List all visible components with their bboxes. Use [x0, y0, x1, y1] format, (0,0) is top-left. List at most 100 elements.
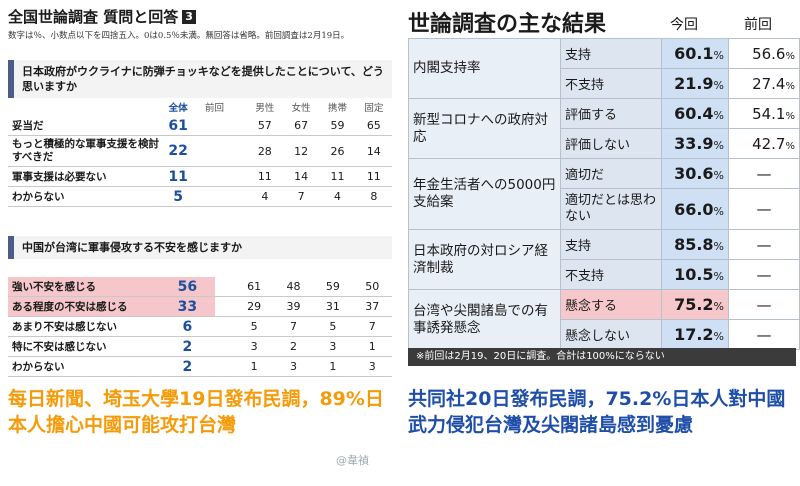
table-row: わからない 2 1 3 1 3	[8, 356, 392, 377]
pct-unit: %	[713, 240, 724, 253]
pct-unit: %	[713, 109, 724, 122]
row-male: 29	[234, 296, 274, 317]
row-male: 61	[234, 277, 274, 297]
right-panel: 世論調査の主な結果 今回 前回 内閣支持率 支持 60.1% 56.6% 不支持…	[402, 0, 800, 486]
row-mobile: 11	[319, 166, 356, 187]
table-row: 特に不安は感じない 2 3 2 3 1	[8, 336, 392, 357]
row-mobile: 4	[319, 186, 356, 207]
pct-unit: %	[785, 140, 795, 152]
row-prev	[214, 316, 221, 337]
row-mobile: 59	[319, 116, 356, 136]
row-male: 11	[246, 166, 283, 187]
option-label: 適切だとは思わない	[560, 188, 662, 230]
now-number: 60.1	[674, 44, 714, 63]
table-row: ある程度の不安は感じる 33 29 39 31 37	[8, 296, 392, 317]
now-number: 30.6	[674, 164, 714, 183]
now-number: 17.2	[674, 325, 714, 344]
now-number: 85.8	[674, 235, 714, 254]
option-label: 評価する	[560, 98, 662, 129]
row-female: 39	[273, 296, 314, 317]
table-row: 年金生活者への5000円支給案 適切だ 30.6% —	[408, 158, 800, 230]
col-fixed: 固定	[364, 103, 384, 114]
prev-number: 42.7	[752, 134, 786, 153]
pct-unit: %	[785, 110, 795, 122]
pct-unit: %	[713, 270, 724, 283]
table-row: 軍事支援は必要ない 11 11 14 11 11	[8, 166, 392, 187]
row-total: 33	[160, 296, 215, 317]
question-2-text: 中国が台湾に軍事侵攻する不安を感じますか	[8, 236, 392, 259]
row-female: 14	[282, 166, 320, 187]
row-male: 57	[246, 116, 283, 136]
table-row: あまり不安は感じない 6 5 7 5 7	[8, 316, 392, 337]
now-number: 66.0	[674, 199, 714, 219]
row-fixed: 1	[352, 336, 392, 357]
pct-unit: %	[713, 330, 724, 343]
now-number: 33.9	[674, 134, 714, 153]
pct-unit: %	[713, 204, 724, 218]
row-prev	[214, 336, 221, 357]
prev-number: 56.6	[752, 44, 786, 63]
row-label: わからない	[8, 356, 160, 377]
row-male: 1	[234, 356, 274, 377]
now-number: 10.5	[674, 265, 714, 284]
now-value: 17.2%	[661, 319, 729, 350]
row-female: 12	[282, 135, 320, 167]
question-2: 中国が台湾に軍事侵攻する不安を感じますか 強い不安を感じる 56 61 48 5…	[8, 236, 392, 377]
table-row: 懸念しない 17.2% —	[409, 319, 800, 350]
row-mobile: 3	[313, 336, 353, 357]
row-prev	[196, 166, 233, 187]
option-label: 不支持	[560, 68, 662, 99]
row-female: 3	[273, 356, 314, 377]
now-number: 60.4	[674, 104, 714, 123]
row-mobile: 59	[313, 277, 353, 297]
row-female: 67	[282, 116, 320, 136]
row-total: 2	[160, 336, 215, 357]
pct-unit: %	[713, 79, 724, 92]
topic-label: 新型コロナへの政府対応	[408, 98, 561, 159]
row-total: 6	[160, 316, 215, 337]
topic-label: 日本政府の対ロシア経済制裁	[408, 229, 561, 290]
row-fixed: 3	[352, 356, 392, 377]
right-title: 世論調査の主な結果	[408, 12, 607, 37]
row-fixed: 65	[355, 116, 392, 136]
prev-value: 42.7%	[728, 128, 800, 159]
row-fixed: 37	[352, 296, 392, 317]
row-label: 特に不安は感じない	[8, 336, 160, 357]
col-prev-label: 前回	[744, 17, 772, 33]
row-prev	[196, 186, 233, 207]
col-mobile: 携帯	[327, 103, 347, 114]
col-female: 女性	[291, 103, 311, 114]
now-value: 85.8%	[661, 229, 729, 260]
prev-number: 54.1	[752, 104, 786, 123]
col-male: 男性	[255, 103, 275, 114]
table-row: 妥当だ 61 57 67 59 65	[8, 116, 392, 136]
row-male: 5	[234, 316, 274, 337]
now-value: 66.0%	[661, 188, 729, 230]
row-female: 7	[273, 316, 314, 337]
now-value: 60.1%	[661, 38, 729, 69]
row-label: 強い不安を感じる	[8, 277, 160, 297]
row-prev	[196, 116, 233, 136]
row-fixed: 11	[355, 166, 392, 187]
pct-unit: %	[785, 80, 795, 92]
prev-value: 56.6%	[728, 38, 800, 69]
row-fixed: 50	[352, 277, 392, 297]
right-caption: 共同社20日發布民調，75.2%日本人對中國武力侵犯台灣及尖閣諸島感到憂慮	[408, 388, 786, 436]
row-total: 5	[160, 186, 197, 207]
question-1-table: 全体 前回 男性 女性 携帯 固定 妥当だ 61 57 67 59 65 もっと…	[8, 98, 392, 207]
prev-dash: —	[728, 188, 800, 230]
left-header: 全国世論調査 質問と回答 3 数字は％、小数点以下を四捨五入。0は0.5％未満。…	[8, 6, 393, 41]
table-row: 日本政府の対ロシア経済制裁 支持 85.8% —	[408, 229, 800, 290]
row-mobile: 26	[319, 135, 356, 167]
watermark: @韋禎	[336, 454, 369, 467]
row-prev	[214, 356, 221, 377]
now-value: 60.4%	[661, 98, 729, 129]
left-caption: 每日新聞、埼玉大學19日發布民調，89%日本人擔心中國可能攻打台灣	[8, 388, 384, 436]
row-mobile: 1	[313, 356, 353, 377]
row-male: 4	[246, 186, 283, 207]
question-1-text: 日本政府がウクライナに防弾チョッキなどを提供したことについて、どう思いますか	[8, 60, 392, 98]
row-female: 48	[273, 277, 314, 297]
row-prev	[214, 296, 221, 317]
topic-label: 年金生活者への5000円支給案	[408, 158, 561, 230]
prev-number: 27.4	[752, 74, 786, 93]
